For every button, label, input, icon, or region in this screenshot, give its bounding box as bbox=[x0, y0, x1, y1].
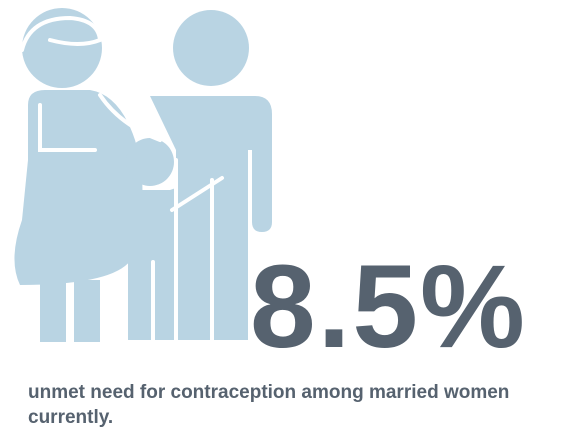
man-body bbox=[100, 96, 272, 340]
stat-value: 8.5% bbox=[250, 241, 527, 373]
woman-head bbox=[22, 8, 102, 88]
woman-leg bbox=[74, 280, 100, 342]
child-head bbox=[126, 138, 174, 186]
man-head bbox=[173, 10, 249, 86]
woman-leg bbox=[40, 280, 66, 342]
woman-dress bbox=[14, 90, 143, 285]
woman-arm bbox=[98, 93, 162, 142]
stat-caption: unmet need for contraception among marri… bbox=[28, 382, 510, 428]
child-arm bbox=[170, 176, 224, 212]
woman-arm bbox=[38, 103, 97, 152]
woman-hair bbox=[20, 15, 103, 52]
